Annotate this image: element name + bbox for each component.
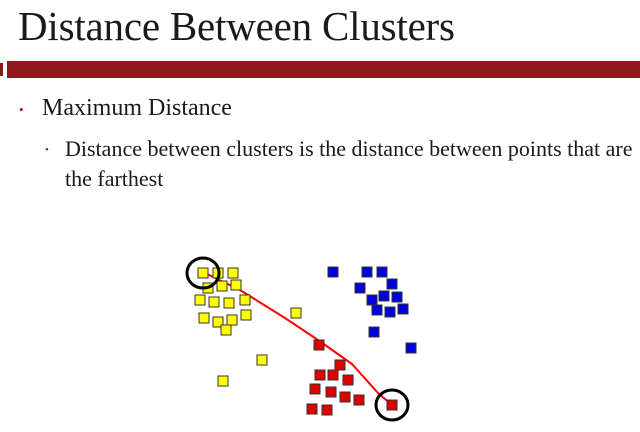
red-cluster-point bbox=[306, 403, 318, 415]
blue-cluster-point bbox=[376, 266, 388, 278]
red-cluster-point bbox=[353, 394, 365, 406]
farthest-point-circle-red bbox=[374, 388, 410, 422]
bullet-dot-level1: • bbox=[19, 102, 24, 117]
blue-cluster-point bbox=[405, 342, 417, 354]
yellow-cluster-point bbox=[290, 307, 302, 319]
yellow-cluster-point bbox=[230, 279, 242, 291]
yellow-cluster-point bbox=[217, 375, 229, 387]
yellow-cluster-point bbox=[227, 267, 239, 279]
red-cluster-point bbox=[309, 383, 321, 395]
red-cluster-point bbox=[325, 386, 337, 398]
yellow-cluster-point bbox=[216, 280, 228, 292]
red-cluster-point bbox=[386, 399, 398, 411]
red-cluster-point bbox=[321, 404, 333, 416]
yellow-cluster-point bbox=[220, 324, 232, 336]
farthest-point-circle-yellow bbox=[185, 256, 221, 290]
blue-cluster-point bbox=[384, 306, 396, 318]
blue-cluster-point bbox=[361, 266, 373, 278]
red-cluster-point bbox=[314, 369, 326, 381]
yellow-cluster-point bbox=[198, 312, 210, 324]
blue-cluster-point bbox=[391, 291, 403, 303]
yellow-cluster-point bbox=[212, 316, 224, 328]
red-cluster-point bbox=[327, 369, 339, 381]
bullet-maximum-distance: Maximum Distance bbox=[42, 95, 232, 121]
yellow-cluster-point bbox=[226, 314, 238, 326]
blue-cluster-point bbox=[378, 290, 390, 302]
blue-cluster-point bbox=[386, 278, 398, 290]
blue-cluster-point bbox=[371, 304, 383, 316]
blue-cluster-point bbox=[354, 282, 366, 294]
bullet-distance-description: Distance between clusters is the distanc… bbox=[65, 136, 633, 191]
slide-title: Distance Between Clusters bbox=[18, 3, 455, 49]
yellow-cluster-point bbox=[240, 309, 252, 321]
yellow-cluster-point bbox=[223, 297, 235, 309]
blue-cluster-point bbox=[397, 303, 409, 315]
blue-cluster-point bbox=[327, 266, 339, 278]
red-cluster-point bbox=[342, 374, 354, 386]
yellow-cluster-point bbox=[197, 267, 209, 279]
title-underline-left-stub bbox=[0, 63, 3, 76]
title-underline-bar bbox=[7, 61, 640, 78]
red-cluster-point bbox=[334, 359, 346, 371]
yellow-cluster-point bbox=[194, 294, 206, 306]
red-cluster-point bbox=[339, 391, 351, 403]
red-cluster-point bbox=[313, 339, 325, 351]
bullet-dot-level2: • bbox=[45, 144, 49, 156]
yellow-cluster-point bbox=[239, 294, 251, 306]
yellow-cluster-point bbox=[256, 354, 268, 366]
blue-cluster-point bbox=[368, 326, 380, 338]
blue-cluster-point bbox=[366, 294, 378, 306]
yellow-cluster-point bbox=[208, 296, 220, 308]
